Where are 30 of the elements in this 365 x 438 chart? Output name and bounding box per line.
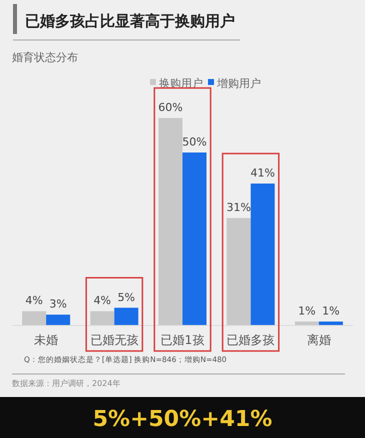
data-label: 60% <box>158 101 183 114</box>
bar <box>318 322 343 325</box>
data-label: 3% <box>49 298 67 311</box>
bar <box>226 218 251 325</box>
bar <box>182 152 206 325</box>
x-tick-label: 已婚1孩 <box>160 333 204 347</box>
bar <box>114 308 138 325</box>
data-label: 50% <box>182 136 207 148</box>
x-tick-label: 未婚 <box>34 333 58 347</box>
bar <box>250 184 275 325</box>
bar <box>22 311 46 325</box>
chart-title: 已婚多孩占比显著高于换购用户 <box>25 12 235 30</box>
legend-label: 增购用户 <box>216 77 261 90</box>
data-label: 4% <box>25 294 43 308</box>
bar <box>158 118 182 325</box>
data-label: 31% <box>226 201 251 214</box>
x-tick-label: 已婚多孩 <box>226 333 275 347</box>
data-label: 4% <box>94 294 112 308</box>
x-tick-label: 离婚 <box>306 333 331 347</box>
source-note: 数据来源：用户调研，2024年 <box>12 379 120 388</box>
data-label: 1% <box>322 304 340 318</box>
data-label: 41% <box>250 166 275 180</box>
x-tick-label: 已婚无孩 <box>90 333 138 347</box>
data-label: 5% <box>118 290 136 304</box>
chart-subtitle: 婚育状态分布 <box>12 51 78 64</box>
data-label: 1% <box>298 304 316 318</box>
bar <box>46 314 70 325</box>
bar <box>294 322 319 325</box>
bar <box>90 311 114 325</box>
text: 5%+50%+41% <box>92 407 272 432</box>
